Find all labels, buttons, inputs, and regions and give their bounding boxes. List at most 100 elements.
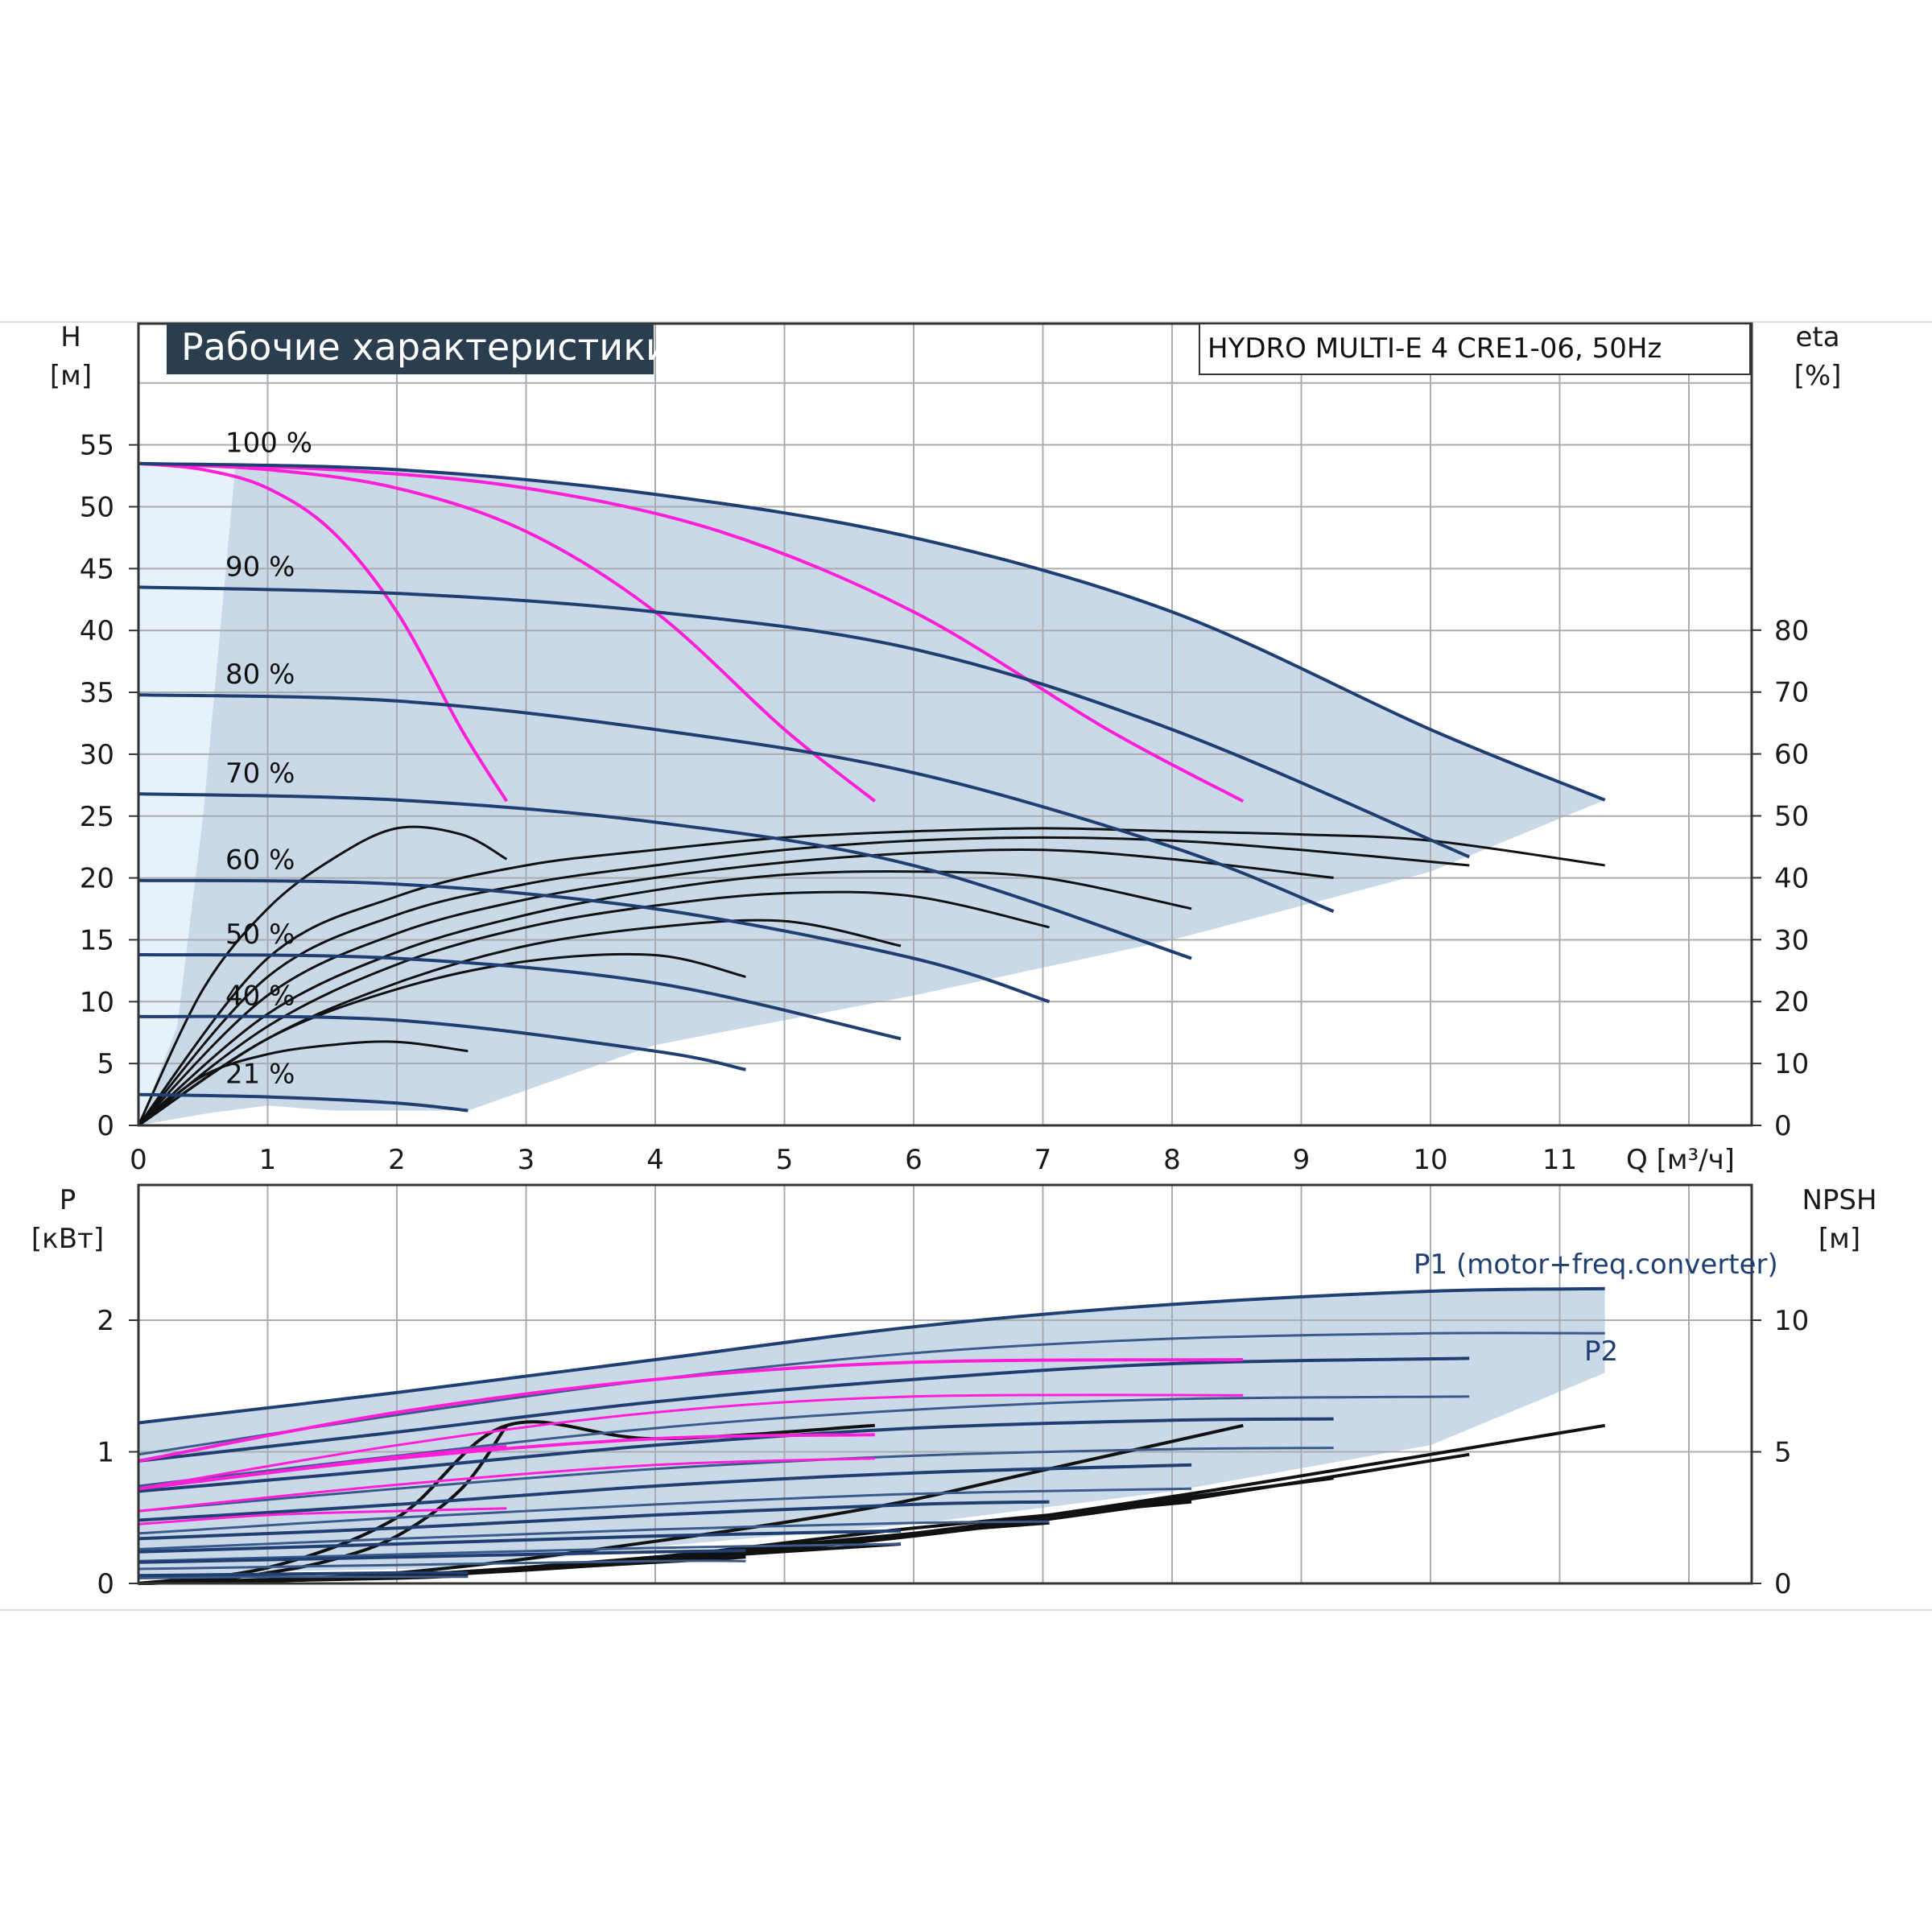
head-curve [138,693,1335,913]
head-curve [138,1014,746,1071]
head-curve [138,952,902,1041]
x-tick-label: 4 [646,1144,664,1176]
p2-curve [138,1542,902,1563]
head-curve [138,792,1192,960]
y-axis-label: H [60,321,81,353]
x-tick-label: 11 [1542,1144,1577,1176]
speed-label: 40 % [225,980,295,1013]
y2-axis-unit: [%] [1794,360,1842,392]
p2-system-curve [138,1457,875,1513]
y-tick-label: 5 [97,1048,114,1080]
model-box [1199,323,1751,375]
efficiency-curve [137,825,508,1126]
power-npsh-plot: 0 1 2 0 5 10 P [кВт] NPSH [м] P1 (motor+freq.… [31,1183,1877,1600]
efficiency-curves [137,825,1605,1127]
y2-tick-label: 50 [1774,801,1809,833]
y2-tick-label: 20 [1774,986,1809,1018]
y2-tick-label: 70 [1774,677,1809,709]
power-system-curves [138,1358,1244,1525]
speed-labels: 100 % 90 % 80 % 70 % 60 % 50 % 40 % 21 % [225,427,312,1091]
p1-curve [138,1356,1470,1463]
y-tick-label: 40 [80,615,114,647]
npsh-tick-label: 5 [1774,1437,1792,1469]
efficiency-curve [138,890,1050,1127]
x-tick-label: 7 [1034,1144,1052,1176]
y-tick-label: 25 [80,801,114,833]
x-tick-label: 2 [388,1144,406,1176]
efficiency-curve [137,836,1470,1126]
efficiency-curve [138,870,1192,1127]
x-tick-label: 8 [1163,1144,1181,1176]
x-tick-label: 5 [776,1144,794,1176]
power-plot-ticks: 0 1 2 0 5 10 [97,1305,1809,1600]
chart-title-box [167,324,654,374]
speed-label: 50 % [225,919,295,951]
efficiency-curve [138,1040,469,1127]
head-efficiency-plot: 0 1 2 3 4 5 6 7 8 9 10 1105101520253035404550550102… [50,321,1842,1176]
p-tick-label: 1 [97,1437,114,1469]
head-plot-grid [138,324,1752,1125]
y2-tick-label: 0 [1774,1110,1792,1142]
y-tick-label: 15 [80,924,114,956]
speed-label: 90 % [225,551,295,583]
p2-system-curve [138,1507,507,1525]
system-curve [138,461,1245,803]
p1-curve [138,1463,1192,1522]
p2-curve [138,1331,1605,1456]
y2-tick-label: 40 [1774,862,1809,894]
efficiency-curve [138,952,746,1127]
efficiency-curve [137,848,1334,1127]
y2-tick-label: 10 [1774,1048,1809,1080]
x-tick-label: 1 [259,1144,277,1176]
p1-curve [138,1549,746,1564]
y-tick-label: 30 [80,739,114,771]
head-plot-ticks: 0 1 2 3 4 5 6 7 8 9 10 1105101520253035404550550102… [80,430,1810,1176]
system-curves [138,461,1245,803]
chart-title: Рабочие характеристики [181,325,670,369]
p1-label: P1 (motor+freq.converter) [1414,1249,1778,1281]
y-tick-label: 0 [97,1110,114,1142]
x-tick-label: 10 [1413,1144,1447,1176]
head-curve [138,878,1051,1004]
p2-curve [138,1520,1050,1550]
p-tick-label: 2 [97,1305,114,1337]
model-name: HYDRO MULTI-E 4 CRE1-06, 50Hz [1208,332,1662,365]
npsh-tick-label: 10 [1774,1305,1809,1337]
system-curve [138,461,877,803]
p2-curve [138,1559,746,1571]
npsh-axis-label: NPSH [1802,1184,1876,1216]
speed-label: 100 % [225,427,312,460]
power-plot-frame [137,1183,1753,1585]
p2-curve [138,1487,1192,1535]
head-curve [138,461,1606,802]
x-tick-label: 3 [518,1144,535,1176]
p-axis-label: P [60,1184,76,1216]
npsh-tick-label: 0 [1774,1568,1792,1600]
head-curves [138,461,1606,1113]
y-axis-unit: [м] [50,360,92,392]
head-curve [138,1092,469,1113]
y-tick-label: 20 [80,863,114,895]
p-tick-label: 0 [97,1568,114,1600]
y2-axis-label: eta [1795,321,1839,353]
p-axis-unit: [кВт] [31,1223,104,1255]
p1-curve [138,1500,1050,1541]
speed-label: 60 % [225,844,295,877]
speed-label: 80 % [225,658,295,691]
y2-tick-label: 30 [1774,924,1809,956]
y-tick-label: 45 [80,553,114,585]
p1-curve [138,1529,902,1554]
p1-curve [138,1571,469,1578]
y2-tick-label: 80 [1774,615,1809,647]
p2-curve [138,1447,1334,1513]
x-tick-label: 0 [130,1144,147,1176]
p2-system-curve [138,1393,1244,1490]
p2-curve [138,1575,469,1579]
npsh-axis-unit: [м] [1818,1223,1860,1255]
y-tick-label: 55 [80,430,114,462]
p1-curve [138,1286,1605,1425]
y-tick-label: 35 [80,677,114,709]
x-tick-label: 6 [905,1144,923,1176]
efficiency-curve [137,827,1605,1126]
